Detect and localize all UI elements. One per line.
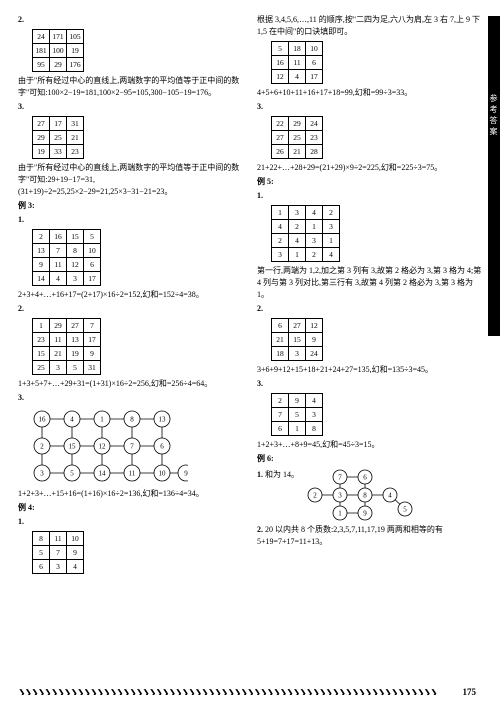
svg-text:4: 4: [70, 416, 74, 424]
svg-text:1: 1: [338, 510, 342, 518]
page: 2. 24171105181100199529176 由于"所有经过中心的直线上…: [0, 0, 500, 597]
magic-square: 627122115918324: [271, 318, 323, 361]
left-column: 2. 24171105181100199529176 由于"所有经过中心的直线上…: [18, 12, 243, 577]
node-graph: 7 6 2 3 8 4 5 1 9: [305, 467, 415, 522]
magic-square: 294753618: [271, 393, 323, 436]
svg-text:9: 9: [184, 470, 188, 478]
svg-text:7: 7: [338, 474, 342, 482]
side-stripe: [488, 16, 500, 336]
example-title: 例 5:: [257, 176, 482, 188]
item-num: 1.: [18, 517, 24, 526]
item-num: 3.: [257, 102, 263, 111]
example-title: 例 3:: [18, 200, 243, 212]
svg-text:13: 13: [159, 416, 167, 424]
svg-text:8: 8: [130, 416, 134, 424]
explain: 由于"所有经过中心的直线上,两端数字的平均值等于正中间的数字"可知:100×2−…: [18, 75, 243, 99]
svg-text:5: 5: [403, 506, 407, 514]
svg-text:3: 3: [338, 492, 342, 500]
explain: 第一行,两端为 1,2,加之第 3 列有 3,故第 2 格必为 3,第 3 格为…: [257, 265, 482, 301]
item-num: 3.: [257, 379, 263, 388]
explain: 2+3+4+…+16+17=(2+17)×16÷2=152,幻和=152÷4=3…: [18, 289, 243, 301]
example-title: 例 4:: [18, 502, 243, 514]
svg-text:6: 6: [363, 474, 367, 482]
svg-text:14: 14: [99, 470, 107, 478]
svg-text:3: 3: [40, 470, 44, 478]
item-num: 1.: [257, 470, 263, 479]
item-num: 1.: [257, 191, 263, 200]
item-num: 2.: [18, 304, 24, 313]
magic-square: 222924272523262128: [271, 116, 323, 159]
magic-square: 216155137810911126144317: [32, 229, 101, 286]
explain: 1+3+5+7+…+29+31=(1+31)×16÷2=256,幻和=256÷4…: [18, 378, 243, 390]
explain: 和为 14。: [265, 470, 299, 479]
svg-text:1: 1: [100, 416, 104, 424]
explain: 由于"所有经过中心的直线上,两端数字的平均值等于正中间的数字"可知:29+19−…: [18, 162, 243, 198]
svg-text:8: 8: [363, 492, 367, 500]
svg-text:6: 6: [160, 443, 164, 451]
page-number: 175: [463, 687, 477, 697]
svg-text:11: 11: [129, 470, 136, 478]
explain: 1+2+3+…+8+9=45,幻和=45÷3=15。: [257, 439, 482, 451]
item-num: 3.: [18, 102, 24, 111]
item-num: 2.: [18, 15, 24, 24]
intro-text: 根据 3,4,5,6,…,11 的顺序,按"二四为足,六八为肩,左 3 右 7,…: [257, 14, 482, 38]
item-num: 1.: [18, 215, 24, 224]
node-graph: 16 4 1 8 13 2 15 12 7 6 3 5 14 11 10 9: [28, 407, 243, 485]
side-label: 参考答案: [489, 90, 499, 142]
explain: 20 以内共 8 个质数:2,3,5,7,11,17,19 两两和相等的有 5+…: [257, 525, 443, 546]
magic-square: 1342421324313124: [271, 205, 340, 262]
svg-text:2: 2: [40, 443, 44, 451]
svg-text:4: 4: [388, 492, 392, 500]
svg-text:7: 7: [130, 443, 134, 451]
svg-text:5: 5: [70, 470, 74, 478]
svg-text:12: 12: [99, 443, 107, 451]
explain: 3+6+9+12+15+18+21+24+27=135,幻和=135÷3=45。: [257, 364, 482, 376]
magic-square: 271731292521193323: [32, 116, 84, 159]
example-title: 例 6:: [257, 453, 482, 465]
magic-square: 24171105181100199529176: [32, 29, 84, 72]
svg-text:16: 16: [39, 416, 47, 424]
svg-text:9: 9: [363, 510, 367, 518]
item-num: 2.: [257, 525, 263, 534]
item-num: 2.: [257, 304, 263, 313]
right-column: 根据 3,4,5,6,…,11 的顺序,按"二四为足,六八为肩,左 3 右 7,…: [257, 12, 482, 577]
explain: 1+2+3+…+15+16=(1+16)×16÷2=136,幻和=136÷4=3…: [18, 488, 243, 500]
magic-square: 81110579634: [32, 531, 84, 574]
explain: 21+22+…+28+29=(21+29)×9÷2=225,幻和=225÷3=7…: [257, 162, 482, 174]
svg-text:15: 15: [69, 443, 77, 451]
footer-chevrons: ❯❯❯❯❯❯❯❯❯❯❯❯❯❯❯❯❯❯❯❯❯❯❯❯❯❯❯❯❯❯❯❯❯❯❯❯❯❯❯❯…: [18, 688, 440, 695]
svg-text:2: 2: [313, 492, 317, 500]
magic-square: 518101611612417: [271, 41, 323, 84]
item-num: 3.: [18, 393, 24, 402]
svg-text:10: 10: [159, 470, 167, 478]
explain: 4+5+6+10+11+16+17+18=99,幻和=99÷3=33。: [257, 87, 482, 99]
magic-square: 129277231113171521199253531: [32, 318, 101, 375]
